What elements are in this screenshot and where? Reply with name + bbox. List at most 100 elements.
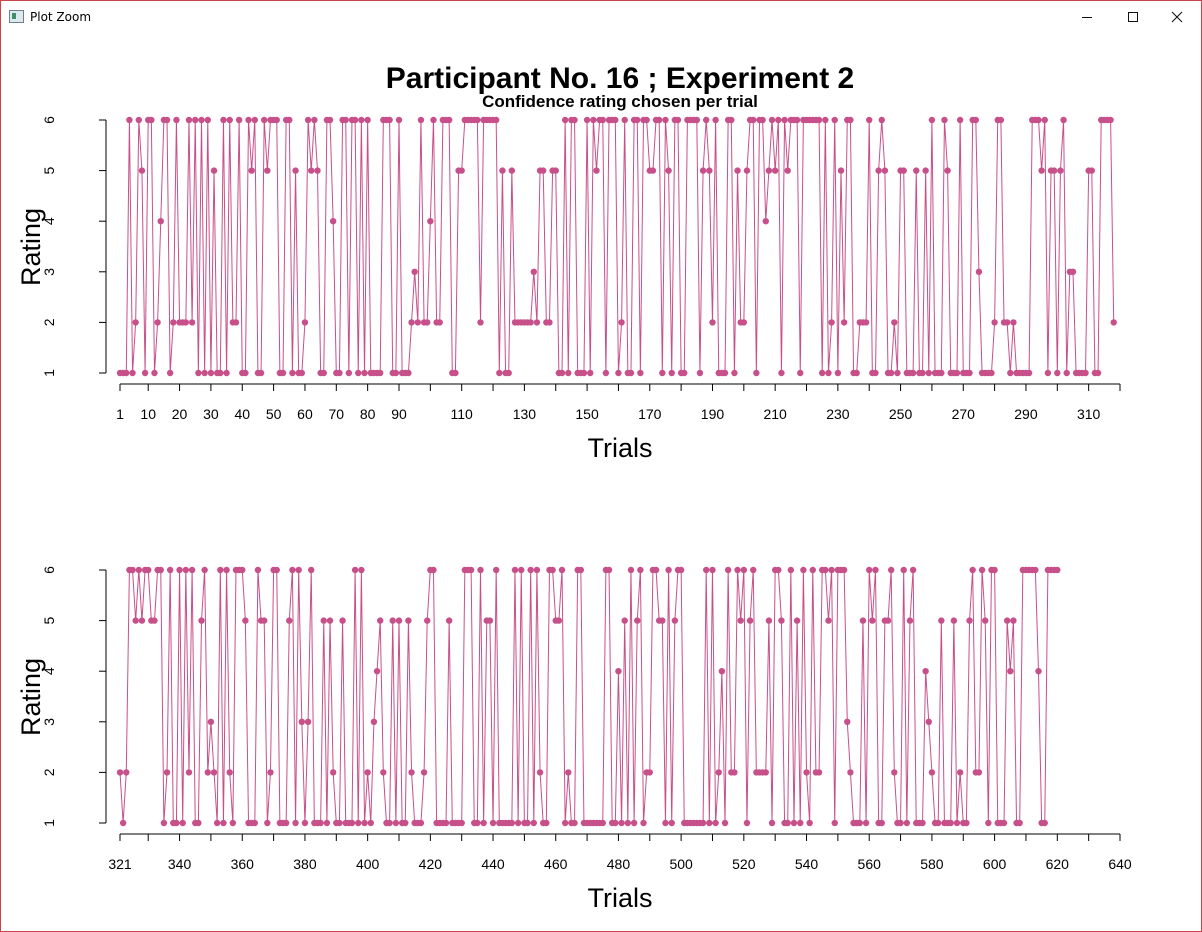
bottom-chart-panel: Trials Rating 1 2 3 4 5 6 321 340 360 380 400 420 44… xyxy=(16,566,1132,913)
top-data-point xyxy=(1069,268,1077,275)
top-data-point xyxy=(693,116,700,124)
top-data-point xyxy=(753,369,760,377)
bottom-x-tick-label: 420 xyxy=(419,856,443,872)
bottom-data-point xyxy=(213,819,221,827)
top-y-tick-label: 1 xyxy=(41,369,57,377)
top-x-tick-label: 60 xyxy=(297,406,313,422)
top-data-point xyxy=(681,369,688,377)
bottom-data-point xyxy=(489,819,497,827)
top-data-point xyxy=(853,369,860,377)
top-data-point xyxy=(822,116,829,124)
bottom-data-point xyxy=(223,566,230,574)
bottom-data-point xyxy=(380,769,387,776)
top-data-point xyxy=(345,369,353,377)
top-data-point xyxy=(311,116,318,124)
top-data-point xyxy=(925,369,932,377)
top-data-point xyxy=(286,116,293,124)
bottom-data-point xyxy=(514,819,522,827)
bottom-data-point xyxy=(1003,617,1011,624)
top-data-point xyxy=(132,319,139,326)
top-data-point xyxy=(1110,319,1117,326)
top-data-point xyxy=(427,218,434,225)
top-x-tick-label: 90 xyxy=(391,406,407,422)
bottom-data-point xyxy=(565,769,572,776)
bottom-data-point xyxy=(963,819,970,827)
top-data-point xyxy=(662,116,669,124)
bottom-data-point xyxy=(897,819,904,827)
bottom-data-point xyxy=(775,566,782,574)
bottom-data-point xyxy=(1016,819,1023,827)
bottom-data-point xyxy=(536,769,544,776)
bottom-data-point xyxy=(304,718,312,725)
top-x-tick-label: 10 xyxy=(140,406,156,422)
top-data-point xyxy=(972,116,979,124)
top-data-point xyxy=(527,319,534,326)
top-data-point xyxy=(386,116,393,124)
bottom-data-point xyxy=(815,769,823,776)
bottom-x-tick-label: 620 xyxy=(1046,856,1070,872)
top-data-point xyxy=(771,167,779,174)
minimize-button[interactable] xyxy=(1064,1,1110,32)
bottom-data-point xyxy=(822,566,829,574)
top-data-point xyxy=(674,116,682,124)
top-data-point xyxy=(840,319,848,326)
bottom-data-point xyxy=(135,566,143,574)
title-bar[interactable]: Plot Zoom xyxy=(1,1,1201,32)
top-data-point xyxy=(358,116,365,124)
bottom-data-point xyxy=(803,769,810,776)
top-x-tick-label: 210 xyxy=(763,406,787,422)
top-data-point xyxy=(944,167,951,174)
top-data-point xyxy=(336,369,343,377)
bottom-data-point xyxy=(800,566,807,574)
top-data-point xyxy=(157,218,164,225)
maximize-button[interactable] xyxy=(1110,1,1156,32)
bottom-data-point xyxy=(768,819,776,827)
bottom-data-point xyxy=(718,668,726,675)
bottom-data-point xyxy=(239,566,246,574)
top-data-point xyxy=(436,319,443,326)
bottom-series-line xyxy=(119,569,1058,824)
top-data-point xyxy=(765,167,773,174)
bottom-data-point xyxy=(267,769,274,776)
bottom-data-point xyxy=(950,617,958,624)
top-data-point xyxy=(928,116,936,124)
bottom-data-point xyxy=(351,566,359,574)
bottom-data-point xyxy=(320,617,327,624)
top-y-tick-label: 5 xyxy=(41,166,57,174)
bottom-data-point xyxy=(367,819,374,827)
top-data-point xyxy=(956,116,964,124)
bottom-data-point xyxy=(703,566,710,574)
bottom-data-point xyxy=(706,819,713,827)
bottom-x-tick-label: 480 xyxy=(607,856,631,872)
top-data-point xyxy=(627,369,635,377)
bottom-data-point xyxy=(217,566,224,574)
top-data-point xyxy=(1050,167,1058,174)
bottom-data-point xyxy=(1054,566,1061,574)
top-data-point xyxy=(618,319,625,326)
top-data-point xyxy=(743,167,751,174)
top-data-point xyxy=(223,369,230,377)
close-button[interactable] xyxy=(1154,1,1200,32)
top-data-point xyxy=(953,369,961,377)
bottom-data-point xyxy=(668,819,675,827)
top-data-point xyxy=(251,116,258,124)
top-data-point xyxy=(533,319,541,326)
bottom-data-point xyxy=(571,819,578,827)
bottom-data-point xyxy=(778,617,785,624)
bottom-data-point xyxy=(847,769,854,776)
top-data-point xyxy=(361,369,368,377)
top-y-tick-label: 4 xyxy=(41,217,57,225)
top-x-tick-label: 80 xyxy=(360,406,376,422)
top-data-point xyxy=(734,167,741,174)
top-data-point xyxy=(831,116,838,124)
bottom-x-tick-label: 580 xyxy=(920,856,944,872)
bottom-data-point xyxy=(634,617,641,624)
top-data-point xyxy=(1107,116,1114,124)
bottom-data-point xyxy=(740,566,748,574)
bottom-data-point xyxy=(395,617,403,624)
top-data-point xyxy=(308,167,315,174)
bottom-data-point xyxy=(938,617,945,624)
top-data-point xyxy=(452,369,459,377)
top-data-point xyxy=(909,369,917,377)
top-x-tick-label: 310 xyxy=(1077,406,1101,422)
